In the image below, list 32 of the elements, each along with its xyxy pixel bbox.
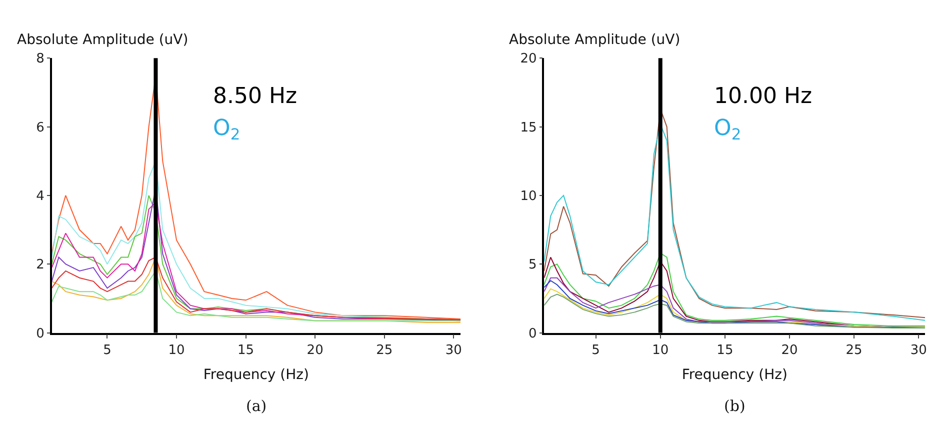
x-tick-label: 30 xyxy=(445,343,462,358)
y-tick-label: 15 xyxy=(520,120,537,136)
x-tick-label: 25 xyxy=(376,343,393,358)
y-tick-label: 0 xyxy=(528,326,537,342)
ref-line-label: 10.00 Hz xyxy=(714,84,812,109)
x-tick-label: 20 xyxy=(306,343,324,358)
annotation: O$_{2}$ xyxy=(213,116,240,144)
y-tick-label: 5 xyxy=(528,258,537,273)
x-tick-label: 5 xyxy=(103,343,112,358)
x-tick-label: 10 xyxy=(168,343,185,358)
x-tick-label: 5 xyxy=(592,343,600,358)
y-tick-label: 6 xyxy=(36,120,44,136)
y-tick-label: 10 xyxy=(520,188,537,204)
text: (a) xyxy=(246,397,267,415)
x-tick-label: 25 xyxy=(846,343,862,358)
x-tick-label: 30 xyxy=(910,343,927,358)
y-axis-title: Absolute Amplitude (uV) xyxy=(17,32,188,48)
y-tick-label: 2 xyxy=(36,258,44,273)
x-tick-label: 10 xyxy=(652,343,669,358)
x-tick-label: 20 xyxy=(781,343,798,358)
text: (b) xyxy=(724,397,746,415)
annotation: O$_{2}$ xyxy=(714,116,742,144)
y-tick-label: 8 xyxy=(36,52,44,67)
x-tick-label: 15 xyxy=(716,343,734,358)
ref-line-label: 8.50 Hz xyxy=(213,84,298,109)
x-axis-title: Frequency (Hz) xyxy=(682,366,788,383)
y-tick-label: 20 xyxy=(520,52,537,67)
x-axis-title: Frequency (Hz) xyxy=(203,366,309,383)
y-tick-label: 4 xyxy=(36,188,44,204)
y-tick-label: 0 xyxy=(36,326,44,342)
y-axis-title: Absolute Amplitude (uV) xyxy=(509,32,680,48)
x-tick-label: 15 xyxy=(238,343,254,358)
